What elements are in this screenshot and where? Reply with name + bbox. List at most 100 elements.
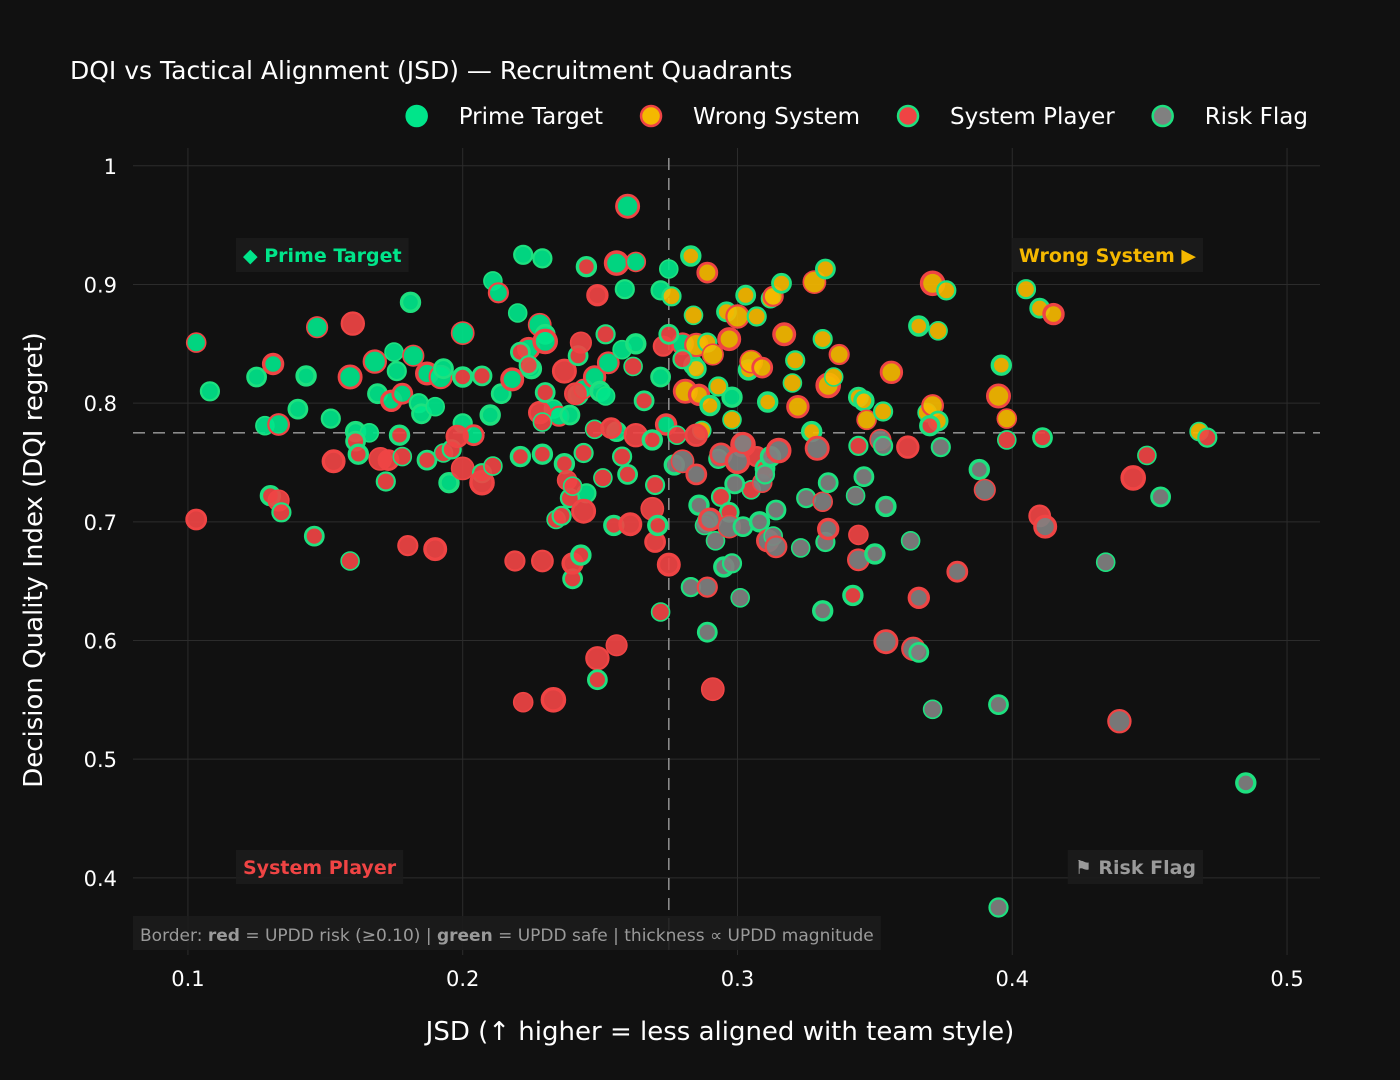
data-point-system-player (340, 311, 365, 336)
data-point-wrong-system (908, 315, 930, 337)
data-point-prime-target (625, 251, 647, 273)
data-point-risk-flag (853, 466, 875, 488)
data-point-system-player (996, 430, 1017, 450)
data-point-system-player (534, 382, 556, 403)
data-point-prime-target (614, 279, 635, 300)
data-point-system-player (1120, 465, 1146, 491)
data-point-risk-flag (730, 587, 751, 608)
data-point-wrong-system (696, 261, 719, 284)
data-point-wrong-system (823, 367, 844, 387)
data-point-system-player (586, 284, 609, 307)
data-point-system-player (842, 584, 864, 607)
data-point-prime-target (425, 396, 446, 417)
y-tick-labels: 0.4 0.5 0.6 0.7 0.8 0.9 1 (84, 155, 117, 891)
data-point-prime-target (199, 381, 220, 402)
quadrant-label-box (1011, 238, 1203, 272)
data-point-system-player (469, 469, 495, 496)
data-point-system-player (551, 505, 572, 527)
data-point-system-player (562, 476, 583, 497)
data-point-prime-target (402, 344, 425, 367)
data-point-risk-flag (930, 437, 951, 458)
data-point-prime-target (287, 398, 309, 420)
data-point-system-player (656, 552, 681, 577)
data-point-risk-flag (973, 478, 996, 501)
data-point-wrong-system (751, 356, 774, 379)
data-point-system-player (684, 423, 709, 447)
data-point-wrong-system (1015, 279, 1037, 300)
data-point-system-player (573, 442, 594, 464)
data-point-prime-target (721, 386, 743, 408)
data-point-system-player (623, 356, 643, 377)
quadrant-label: ◆ Prime Target (243, 245, 402, 267)
data-point-risk-flag (988, 694, 1009, 715)
legend-label: System Player (950, 104, 1115, 130)
data-point-system-player (271, 502, 292, 523)
x-tick-label: 0.4 (996, 967, 1029, 991)
legend: Prime Target Wrong System System Player Ris… (405, 104, 1308, 130)
data-point-system-player (1197, 427, 1218, 448)
quadrant-label-box (236, 238, 409, 272)
data-point-system-player (644, 474, 666, 496)
data-point-risk-flag (732, 432, 754, 455)
data-point-wrong-system (936, 280, 957, 301)
data-point-system-player (848, 435, 869, 456)
y-tick-label: 0.4 (84, 867, 117, 891)
data-point-wrong-system (1042, 302, 1065, 326)
data-point-risk-flag (1095, 552, 1116, 573)
quadrant-labels: ◆ Prime Target Wrong System ▶ System Playe… (236, 238, 1203, 884)
data-point-system-player (633, 390, 655, 412)
data-point-system-player (600, 417, 622, 440)
data-point-system-player (518, 355, 539, 376)
data-point-wrong-system (772, 322, 797, 347)
data-point-prime-target (650, 366, 671, 388)
x-tick-label: 0.1 (171, 967, 204, 991)
data-point-risk-flag (1150, 486, 1171, 508)
footnote: Border: red = UPDD risk (≥0.10) | green … (133, 916, 881, 950)
data-point-risk-flag (988, 897, 1009, 918)
data-point-wrong-system (699, 394, 721, 417)
data-point-system-player (667, 425, 687, 446)
data-point-wrong-system (680, 245, 702, 267)
y-tick-label: 0.9 (84, 273, 117, 297)
data-point-prime-target (267, 413, 291, 436)
data-point-risk-flag (922, 699, 943, 720)
data-point-risk-flag (721, 553, 743, 574)
data-point-wrong-system (853, 390, 875, 412)
data-point-system-player (452, 366, 474, 388)
data-point-system-player (531, 549, 554, 573)
data-point-system-player (658, 323, 680, 345)
data-point-wrong-system (722, 409, 742, 430)
legend-label: Prime Target (459, 104, 603, 130)
threshold-lines (133, 158, 1320, 955)
data-point-system-player (512, 691, 534, 713)
data-point-prime-target (295, 365, 317, 387)
data-point-prime-target (391, 382, 414, 405)
quadrant-label-box (1067, 850, 1203, 884)
legend-label: Wrong System (693, 104, 860, 130)
data-point-system-player (595, 324, 616, 345)
data-point-risk-flag (845, 485, 866, 506)
data-point-system-player (504, 550, 526, 572)
quadrant-label-box (236, 850, 404, 884)
legend-marker (639, 104, 663, 128)
data-point-wrong-system (990, 354, 1012, 376)
data-point-system-player (347, 443, 369, 465)
data-point-prime-target (532, 248, 553, 269)
data-point-system-player (585, 646, 610, 671)
data-point-wrong-system (717, 327, 742, 352)
data-point-risk-flag (765, 437, 792, 464)
data-point-wrong-system (683, 305, 704, 326)
data-point-prime-target (433, 358, 454, 380)
data-point-wrong-system (872, 401, 894, 422)
data-point-prime-target (532, 328, 559, 355)
data-point-prime-target (559, 404, 581, 426)
data-point-prime-target (596, 351, 620, 375)
quadrant-label: ⚑ Risk Flag (1075, 857, 1196, 879)
data-point-wrong-system (879, 360, 904, 385)
data-point-risk-flag (685, 463, 708, 486)
data-point-risk-flag (817, 517, 840, 541)
data-point-system-player (388, 424, 411, 446)
data-point-system-player (647, 514, 669, 537)
data-point-prime-target (337, 364, 363, 390)
